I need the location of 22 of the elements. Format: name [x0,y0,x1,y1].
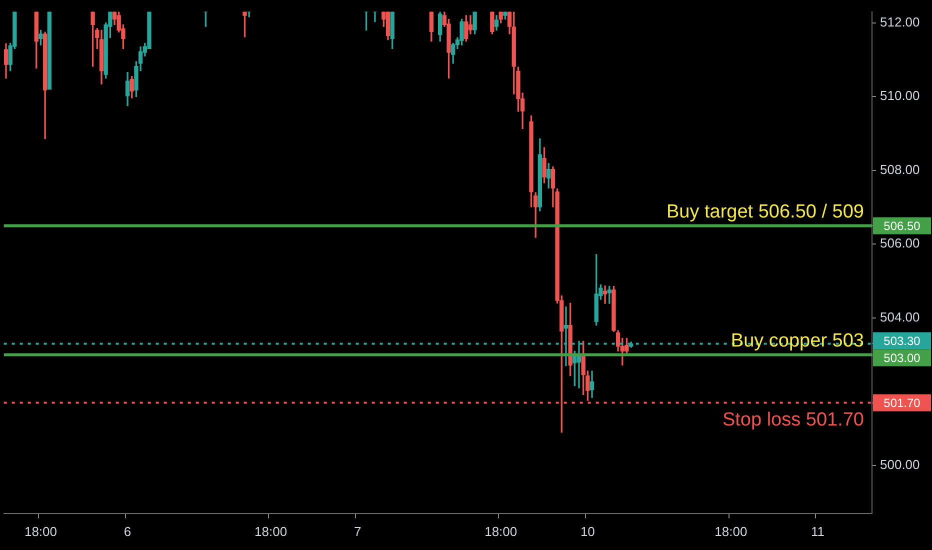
y-tick-label: 503.30 [884,334,921,348]
ref-line-label: Buy target 506.50 / 509 [666,201,864,222]
ref-line-label: Buy copper 503 [730,330,864,352]
x-tick-label: 10 [580,524,595,539]
x-tick-label: 18:00 [484,524,518,539]
candlestick [602,286,608,304]
x-tick-label: 18:00 [714,524,748,539]
x-tick-label: 18:00 [254,524,288,539]
y-tick-label: 512.00 [880,14,920,30]
y-tick-label: 503.00 [884,351,921,366]
x-tick-label: 6 [124,524,132,539]
x-tick-label: 7 [354,524,362,539]
y-tick-label: 506.50 [884,219,921,234]
y-tick-label: 506.00 [880,236,920,251]
ref-line-label: Stop loss 501.70 [722,409,864,430]
y-tick-label: 504.00 [880,310,920,324]
x-tick-label: 18:00 [24,524,57,539]
y-tick-label: 510.00 [880,88,920,104]
y-tick-label: 500.00 [880,457,920,472]
y-tick-label: 501.70 [884,396,921,410]
y-tick-label: 508.00 [880,162,920,177]
x-tick-label: 11 [810,524,824,539]
